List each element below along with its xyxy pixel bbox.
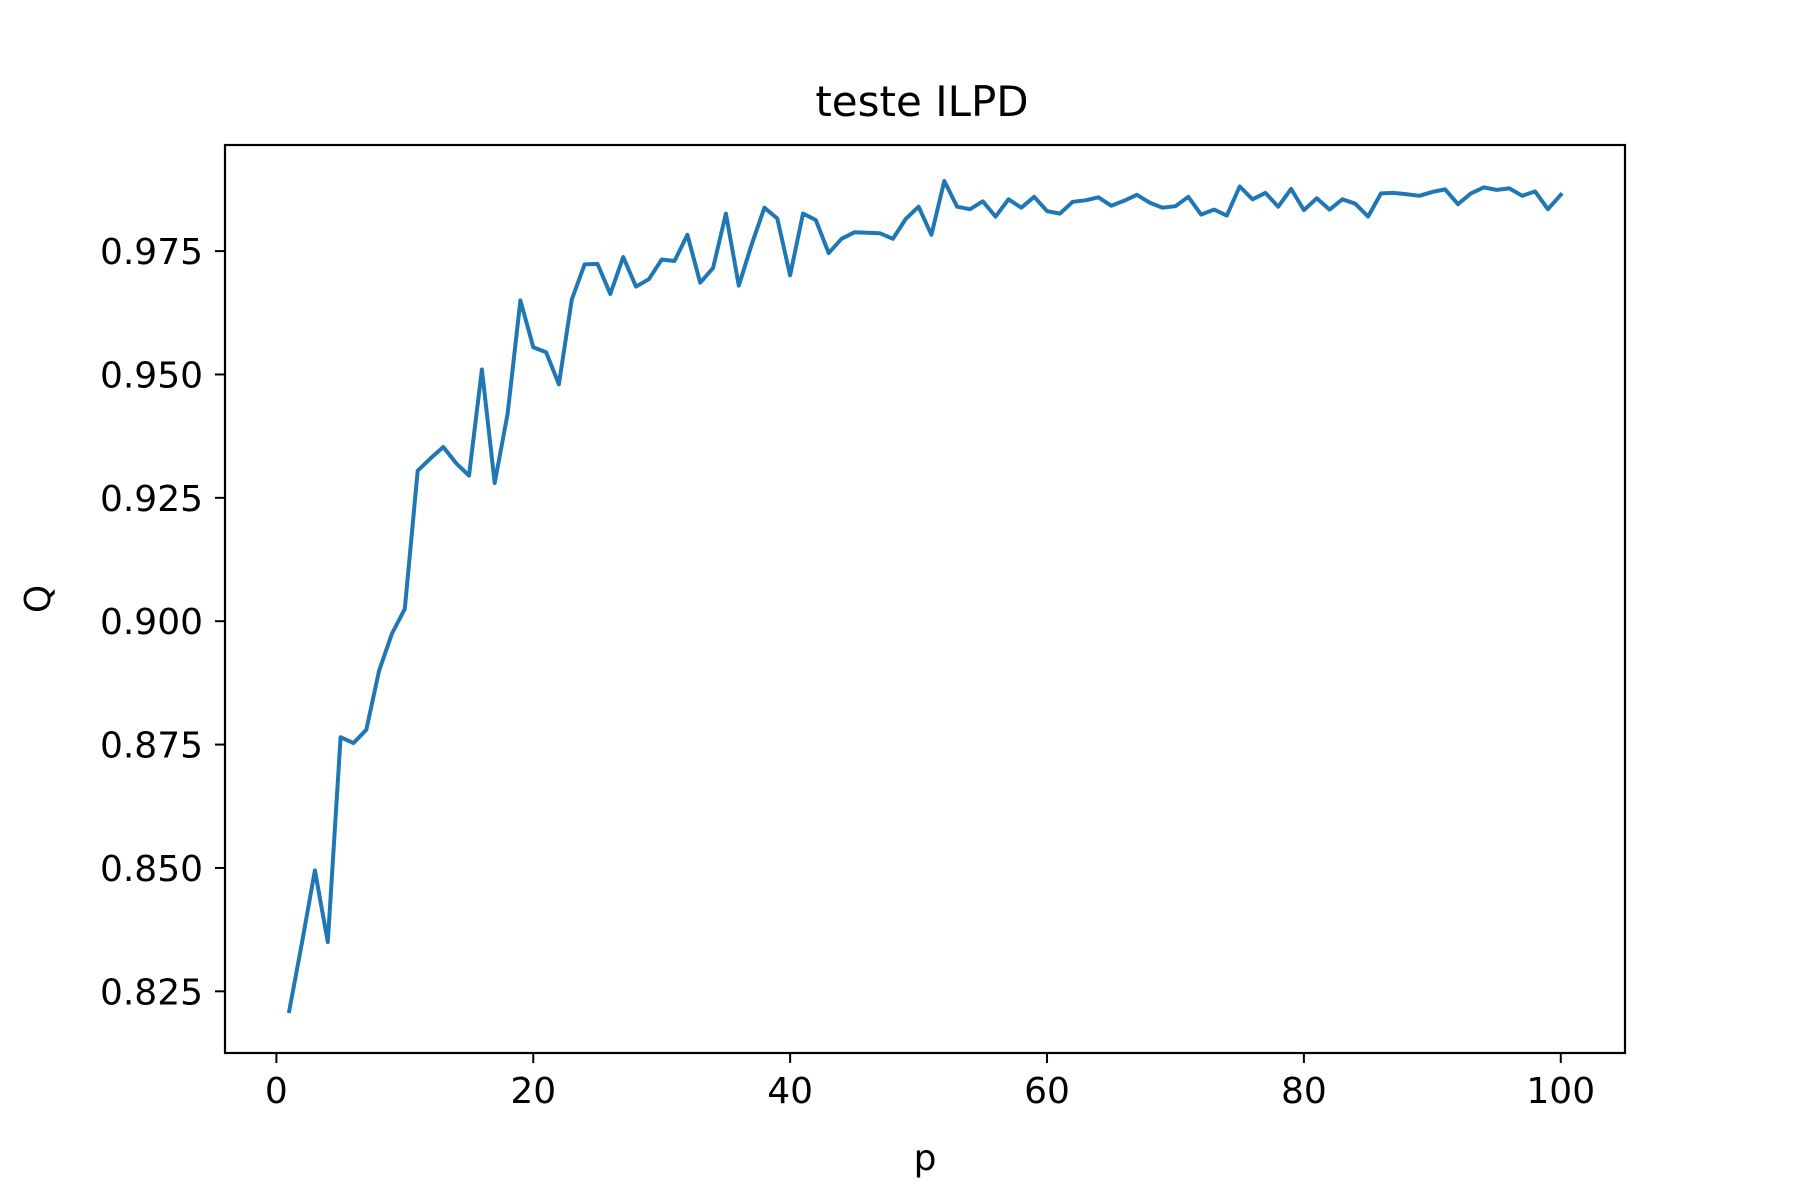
- y-tick-label: 0.875: [100, 726, 203, 767]
- x-tick-label: 80: [1281, 1071, 1327, 1112]
- chart-title: teste ILPD: [815, 77, 1028, 126]
- x-axis-ticks: 0 20 40 60 80 100: [265, 1053, 1595, 1112]
- y-tick-label: 0.975: [100, 232, 203, 273]
- axes-frame: [223, 143, 1627, 1055]
- x-tick-label: 60: [1024, 1071, 1070, 1112]
- x-tick-label: 40: [767, 1071, 813, 1112]
- plot-area: [223, 143, 1627, 1055]
- x-tick-label: 20: [510, 1071, 556, 1112]
- y-tick-label: 0.825: [100, 972, 203, 1013]
- x-tick-label: 0: [265, 1071, 288, 1112]
- y-axis-label: Q: [18, 585, 59, 613]
- y-axis-ticks: 0.825 0.850 0.875 0.900 0.925 0.950 0.975: [100, 232, 225, 1013]
- y-tick-label: 0.900: [100, 602, 203, 643]
- y-tick-label: 0.850: [100, 849, 203, 890]
- x-tick-label: 100: [1526, 1071, 1595, 1112]
- x-axis-label: p: [914, 1138, 937, 1179]
- y-tick-label: 0.925: [100, 479, 203, 520]
- y-tick-label: 0.950: [100, 355, 203, 396]
- data-series-line: [286, 179, 1564, 1014]
